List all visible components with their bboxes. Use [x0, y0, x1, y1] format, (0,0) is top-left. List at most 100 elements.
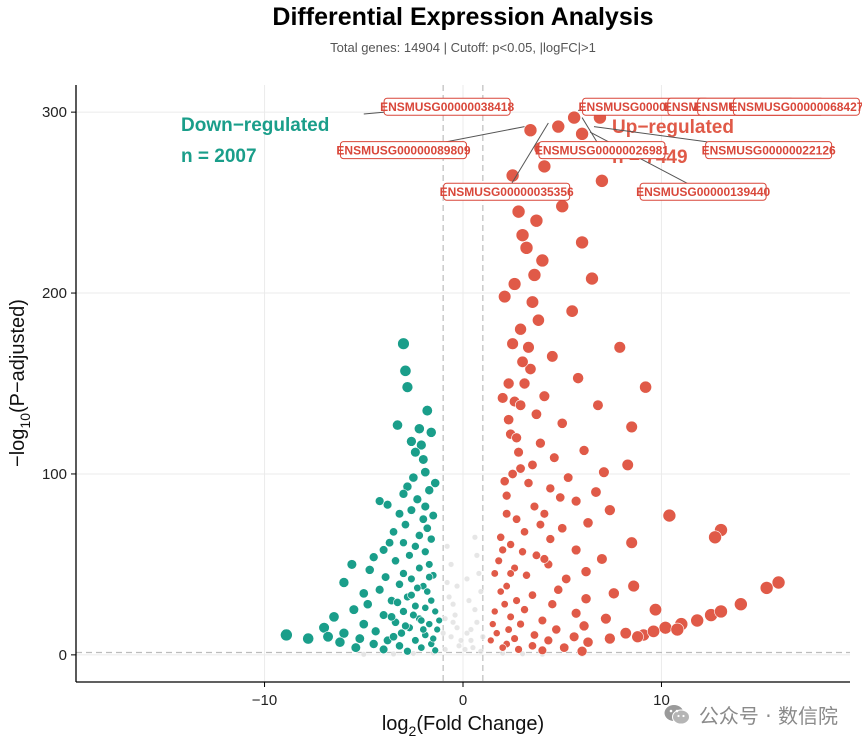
up-point [559, 642, 570, 653]
up-point [604, 632, 616, 645]
down-point [406, 505, 417, 515]
up-point [516, 355, 529, 368]
down-point [394, 509, 405, 519]
down-point [346, 559, 358, 570]
y-tick-label: 100 [42, 466, 67, 483]
down-point [399, 538, 408, 548]
up-point [537, 159, 552, 174]
down-point [397, 628, 406, 638]
up-point [498, 290, 512, 304]
down-point [413, 423, 425, 435]
down-point [334, 636, 346, 648]
gene-label-text: ENSMUSG00000022126 [702, 143, 836, 157]
ns-point [456, 642, 463, 649]
down-point [411, 636, 420, 645]
down-point [417, 616, 426, 625]
down-point [358, 619, 369, 630]
ns-point [360, 651, 367, 658]
gene-label-box [383, 97, 511, 116]
up-point [506, 540, 515, 549]
up-point [529, 501, 540, 512]
up-point [551, 119, 566, 134]
down-point [398, 489, 409, 499]
ns-point [442, 615, 449, 622]
up-point [519, 241, 534, 255]
up-point [506, 612, 515, 621]
ns-point [444, 543, 451, 550]
x-tick-label: −10 [252, 692, 277, 709]
up-point [539, 509, 550, 519]
down-point [433, 625, 441, 634]
up-point [582, 517, 594, 529]
down-point [389, 632, 399, 642]
down-point [378, 644, 389, 655]
down-point [391, 556, 400, 566]
ns-point [446, 593, 453, 600]
down-regulated-count: n = 2007 [181, 146, 257, 167]
up-point [512, 514, 522, 524]
up-point [507, 277, 522, 291]
x-tick-label: 0 [459, 692, 467, 709]
down-point [328, 611, 340, 623]
up-point [490, 607, 499, 616]
up-point [625, 536, 638, 549]
down-point [427, 596, 436, 605]
ns-point [467, 637, 474, 644]
up-point [771, 575, 786, 590]
up-point [513, 447, 524, 458]
y-axis-label-prefix: −log [7, 429, 29, 467]
up-point [524, 363, 537, 375]
up-point [621, 458, 634, 471]
down-point [408, 472, 419, 483]
up-point [570, 495, 582, 507]
up-point [502, 582, 511, 591]
up-point [518, 547, 527, 557]
down-points [280, 337, 443, 656]
down-point [397, 337, 410, 350]
watermark-text: 公众号 · 数信院 [698, 704, 838, 728]
down-point [399, 607, 408, 616]
down-point [421, 547, 430, 556]
up-point [714, 604, 728, 619]
down-point [378, 610, 389, 620]
gene-label-connector [506, 122, 549, 192]
down-point [407, 574, 416, 584]
up-point [565, 304, 579, 318]
up-point [520, 527, 529, 537]
down-point [413, 583, 422, 592]
gene-label-text: ENSMUSG00000139440 [636, 185, 770, 199]
ns-point [454, 624, 461, 631]
up-point [563, 472, 574, 483]
up-point [499, 476, 510, 487]
down-point [381, 572, 391, 582]
up-point [570, 544, 582, 556]
up-point [572, 372, 584, 384]
up-point [551, 624, 562, 635]
down-point [420, 501, 430, 512]
up-point [549, 452, 560, 463]
down-point [395, 579, 404, 589]
x-tick-label: 10 [653, 692, 670, 709]
up-point [580, 566, 592, 578]
down-point [364, 564, 375, 575]
up-point [555, 492, 566, 503]
up-point [500, 600, 509, 609]
up-point [625, 420, 638, 434]
up-point [506, 337, 519, 350]
down-point [425, 573, 434, 582]
up-point [613, 341, 626, 354]
x-axis-label-suffix: (Fold Change) [416, 713, 544, 735]
down-point [378, 545, 389, 555]
up-point [531, 550, 541, 560]
wechat-icon [664, 704, 690, 724]
down-point [417, 643, 426, 652]
x-axis-label-sub: 2 [409, 723, 417, 739]
up-point [502, 377, 515, 390]
ns-point [463, 630, 470, 637]
up-point [662, 508, 677, 523]
down-point [430, 478, 441, 488]
up-point [514, 322, 527, 336]
up-point [505, 168, 520, 183]
up-point [658, 621, 673, 635]
